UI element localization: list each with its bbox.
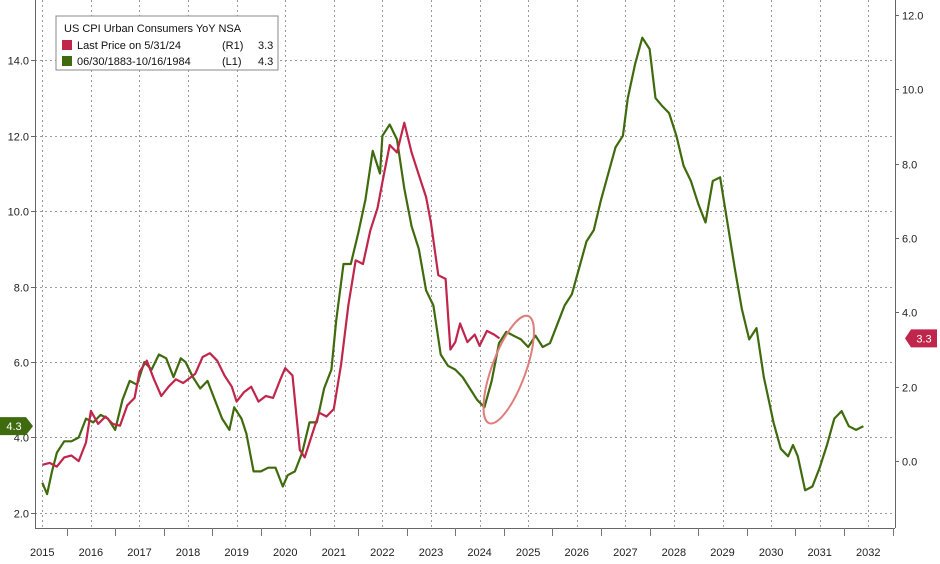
tick-labels: 2015 2016 2017 2018 2019 2020 2021 2022 2023 2024… (8, 11, 924, 560)
x-tick-label: 2021 (322, 547, 346, 559)
left-tick-label: 2.0 (14, 509, 29, 521)
x-tick-label: 2022 (370, 547, 394, 559)
annotations (482, 314, 535, 425)
series-lines (41, 36, 864, 496)
left-tick-label: 12.0 (8, 132, 29, 144)
last-value-tag-left (0, 417, 33, 436)
legend-title: US CPI Urban Consumers YoY NSA (64, 23, 242, 35)
x-tick-label: 2029 (710, 547, 734, 559)
gridlines (35, 0, 895, 528)
legend-entry-2-label: 06/30/1883-10/16/1984 (77, 56, 191, 68)
x-tick-label: 2032 (856, 547, 880, 559)
series-line-historical-analog (41, 36, 864, 496)
x-tick-label: 2017 (127, 547, 151, 559)
last-value-tag-left-label: 4.3 (6, 421, 21, 433)
right-tick-label: 8.0 (902, 160, 917, 172)
left-tick-label: 6.0 (14, 358, 29, 370)
x-tick-label: 2027 (613, 547, 637, 559)
right-tick-label: 0.0 (902, 457, 917, 469)
left-tick-label: 10.0 (8, 207, 29, 219)
x-tick-label: 2018 (176, 547, 200, 559)
legend-swatch-green (62, 56, 72, 66)
x-tick-label: 2020 (273, 547, 297, 559)
series-line-cpi-last-price (42, 121, 501, 468)
x-tick-label: 2016 (79, 547, 103, 559)
right-tick-label: 4.0 (902, 308, 917, 320)
legend-entry-1-value: 3.3 (258, 40, 273, 52)
highlight-ellipse (482, 314, 535, 425)
last-value-tag-right (905, 329, 937, 348)
x-tick-label: 2019 (224, 547, 248, 559)
legend: US CPI Urban Consumers YoY NSA Last Pric… (55, 15, 279, 71)
legend-entry-2-value: 4.3 (258, 56, 273, 68)
last-value-tag-right-label: 3.3 (916, 333, 931, 345)
left-tick-label: 8.0 (14, 283, 29, 295)
x-tick-label: 2031 (807, 547, 831, 559)
x-tick-label: 2023 (419, 547, 443, 559)
x-tick-label: 2028 (662, 547, 686, 559)
legend-entry-1-label: Last Price on 5/31/24 (77, 40, 181, 52)
x-tick-label: 2015 (30, 547, 54, 559)
legend-box (55, 15, 279, 71)
legend-entry-2-axis: (L1) (222, 56, 242, 68)
left-tick-label: 4.0 (14, 433, 29, 445)
x-tick-label: 2025 (516, 547, 540, 559)
legend-swatch-red (62, 40, 72, 50)
x-tick-label: 2024 (467, 547, 491, 559)
axes (35, 0, 896, 529)
right-tick-label: 10.0 (902, 85, 923, 97)
right-tick-label: 6.0 (902, 234, 917, 246)
x-tick-label: 2026 (565, 547, 589, 559)
left-tick-label: 14.0 (8, 56, 29, 68)
right-tick-label: 2.0 (902, 383, 917, 395)
right-tick-label: 12.0 (902, 11, 923, 23)
x-tick-label: 2030 (759, 547, 783, 559)
legend-entry-1-axis: (R1) (222, 40, 243, 52)
last-value-tags: 3.3 4.3 (0, 329, 937, 436)
